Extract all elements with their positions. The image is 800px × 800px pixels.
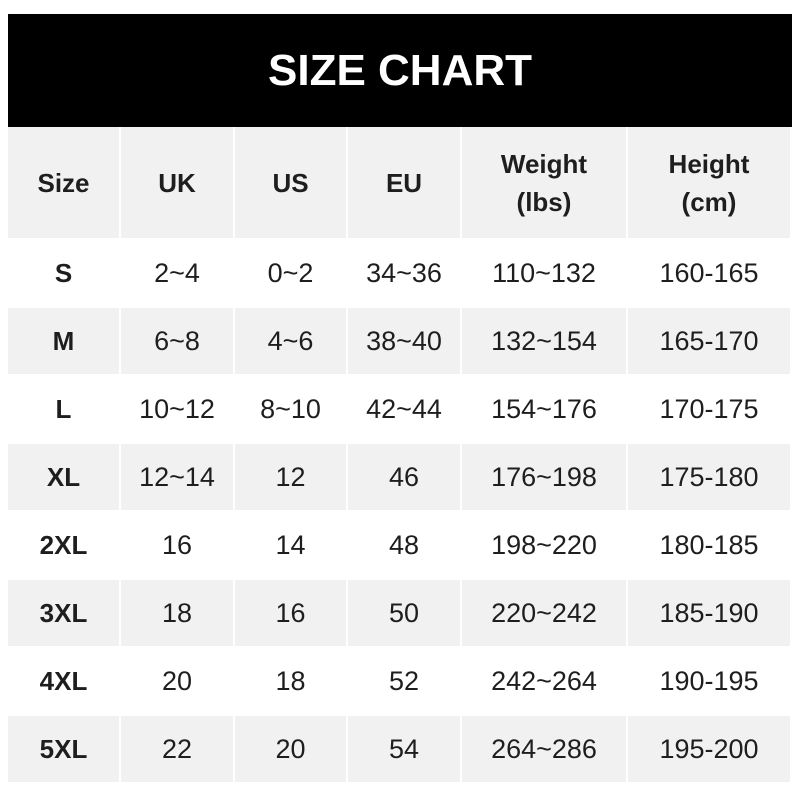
- cell-uk: 10~12: [121, 376, 235, 444]
- cell-height: 185-190: [628, 580, 792, 648]
- cell-weight: 242~264: [462, 648, 628, 716]
- table-row: M 6~8 4~6 38~40 132~154 165-170: [8, 308, 792, 376]
- header-size: Size: [8, 127, 121, 240]
- cell-size: L: [8, 376, 121, 444]
- size-table: Size UK US EU Weight (lbs) Height (cm) S 2~4 0~…: [8, 127, 792, 784]
- cell-height: 180-185: [628, 512, 792, 580]
- cell-uk: 16: [121, 512, 235, 580]
- cell-eu: 46: [348, 444, 462, 512]
- cell-size: 4XL: [8, 648, 121, 716]
- cell-uk: 2~4: [121, 240, 235, 308]
- cell-weight: 198~220: [462, 512, 628, 580]
- cell-uk: 22: [121, 716, 235, 784]
- cell-eu: 50: [348, 580, 462, 648]
- table-row: 5XL 22 20 54 264~286 195-200: [8, 716, 792, 784]
- cell-weight: 220~242: [462, 580, 628, 648]
- cell-eu: 34~36: [348, 240, 462, 308]
- cell-eu: 38~40: [348, 308, 462, 376]
- cell-height: 190-195: [628, 648, 792, 716]
- table-row: 3XL 18 16 50 220~242 185-190: [8, 580, 792, 648]
- table-row: 2XL 16 14 48 198~220 180-185: [8, 512, 792, 580]
- cell-uk: 18: [121, 580, 235, 648]
- cell-eu: 48: [348, 512, 462, 580]
- cell-uk: 12~14: [121, 444, 235, 512]
- table-row: L 10~12 8~10 42~44 154~176 170-175: [8, 376, 792, 444]
- cell-height: 165-170: [628, 308, 792, 376]
- cell-us: 14: [235, 512, 348, 580]
- cell-size: 3XL: [8, 580, 121, 648]
- header-uk: UK: [121, 127, 235, 240]
- cell-height: 195-200: [628, 716, 792, 784]
- cell-us: 12: [235, 444, 348, 512]
- cell-us: 0~2: [235, 240, 348, 308]
- header-us: US: [235, 127, 348, 240]
- cell-size: M: [8, 308, 121, 376]
- cell-size: 2XL: [8, 512, 121, 580]
- cell-weight: 176~198: [462, 444, 628, 512]
- cell-us: 8~10: [235, 376, 348, 444]
- cell-eu: 54: [348, 716, 462, 784]
- header-height: Height (cm): [628, 127, 792, 240]
- cell-uk: 20: [121, 648, 235, 716]
- cell-uk: 6~8: [121, 308, 235, 376]
- cell-weight: 264~286: [462, 716, 628, 784]
- cell-eu: 52: [348, 648, 462, 716]
- cell-weight: 132~154: [462, 308, 628, 376]
- table-row: S 2~4 0~2 34~36 110~132 160-165: [8, 240, 792, 308]
- cell-height: 160-165: [628, 240, 792, 308]
- header-row: Size UK US EU Weight (lbs) Height (cm): [8, 127, 792, 240]
- cell-us: 18: [235, 648, 348, 716]
- cell-weight: 110~132: [462, 240, 628, 308]
- table-row: 4XL 20 18 52 242~264 190-195: [8, 648, 792, 716]
- table-row: XL 12~14 12 46 176~198 175-180: [8, 444, 792, 512]
- cell-us: 20: [235, 716, 348, 784]
- cell-height: 175-180: [628, 444, 792, 512]
- cell-height: 170-175: [628, 376, 792, 444]
- cell-us: 16: [235, 580, 348, 648]
- cell-us: 4~6: [235, 308, 348, 376]
- cell-weight: 154~176: [462, 376, 628, 444]
- cell-eu: 42~44: [348, 376, 462, 444]
- cell-size: XL: [8, 444, 121, 512]
- header-weight: Weight (lbs): [462, 127, 628, 240]
- cell-size: 5XL: [8, 716, 121, 784]
- size-chart-title: SIZE CHART: [8, 14, 792, 127]
- cell-size: S: [8, 240, 121, 308]
- header-eu: EU: [348, 127, 462, 240]
